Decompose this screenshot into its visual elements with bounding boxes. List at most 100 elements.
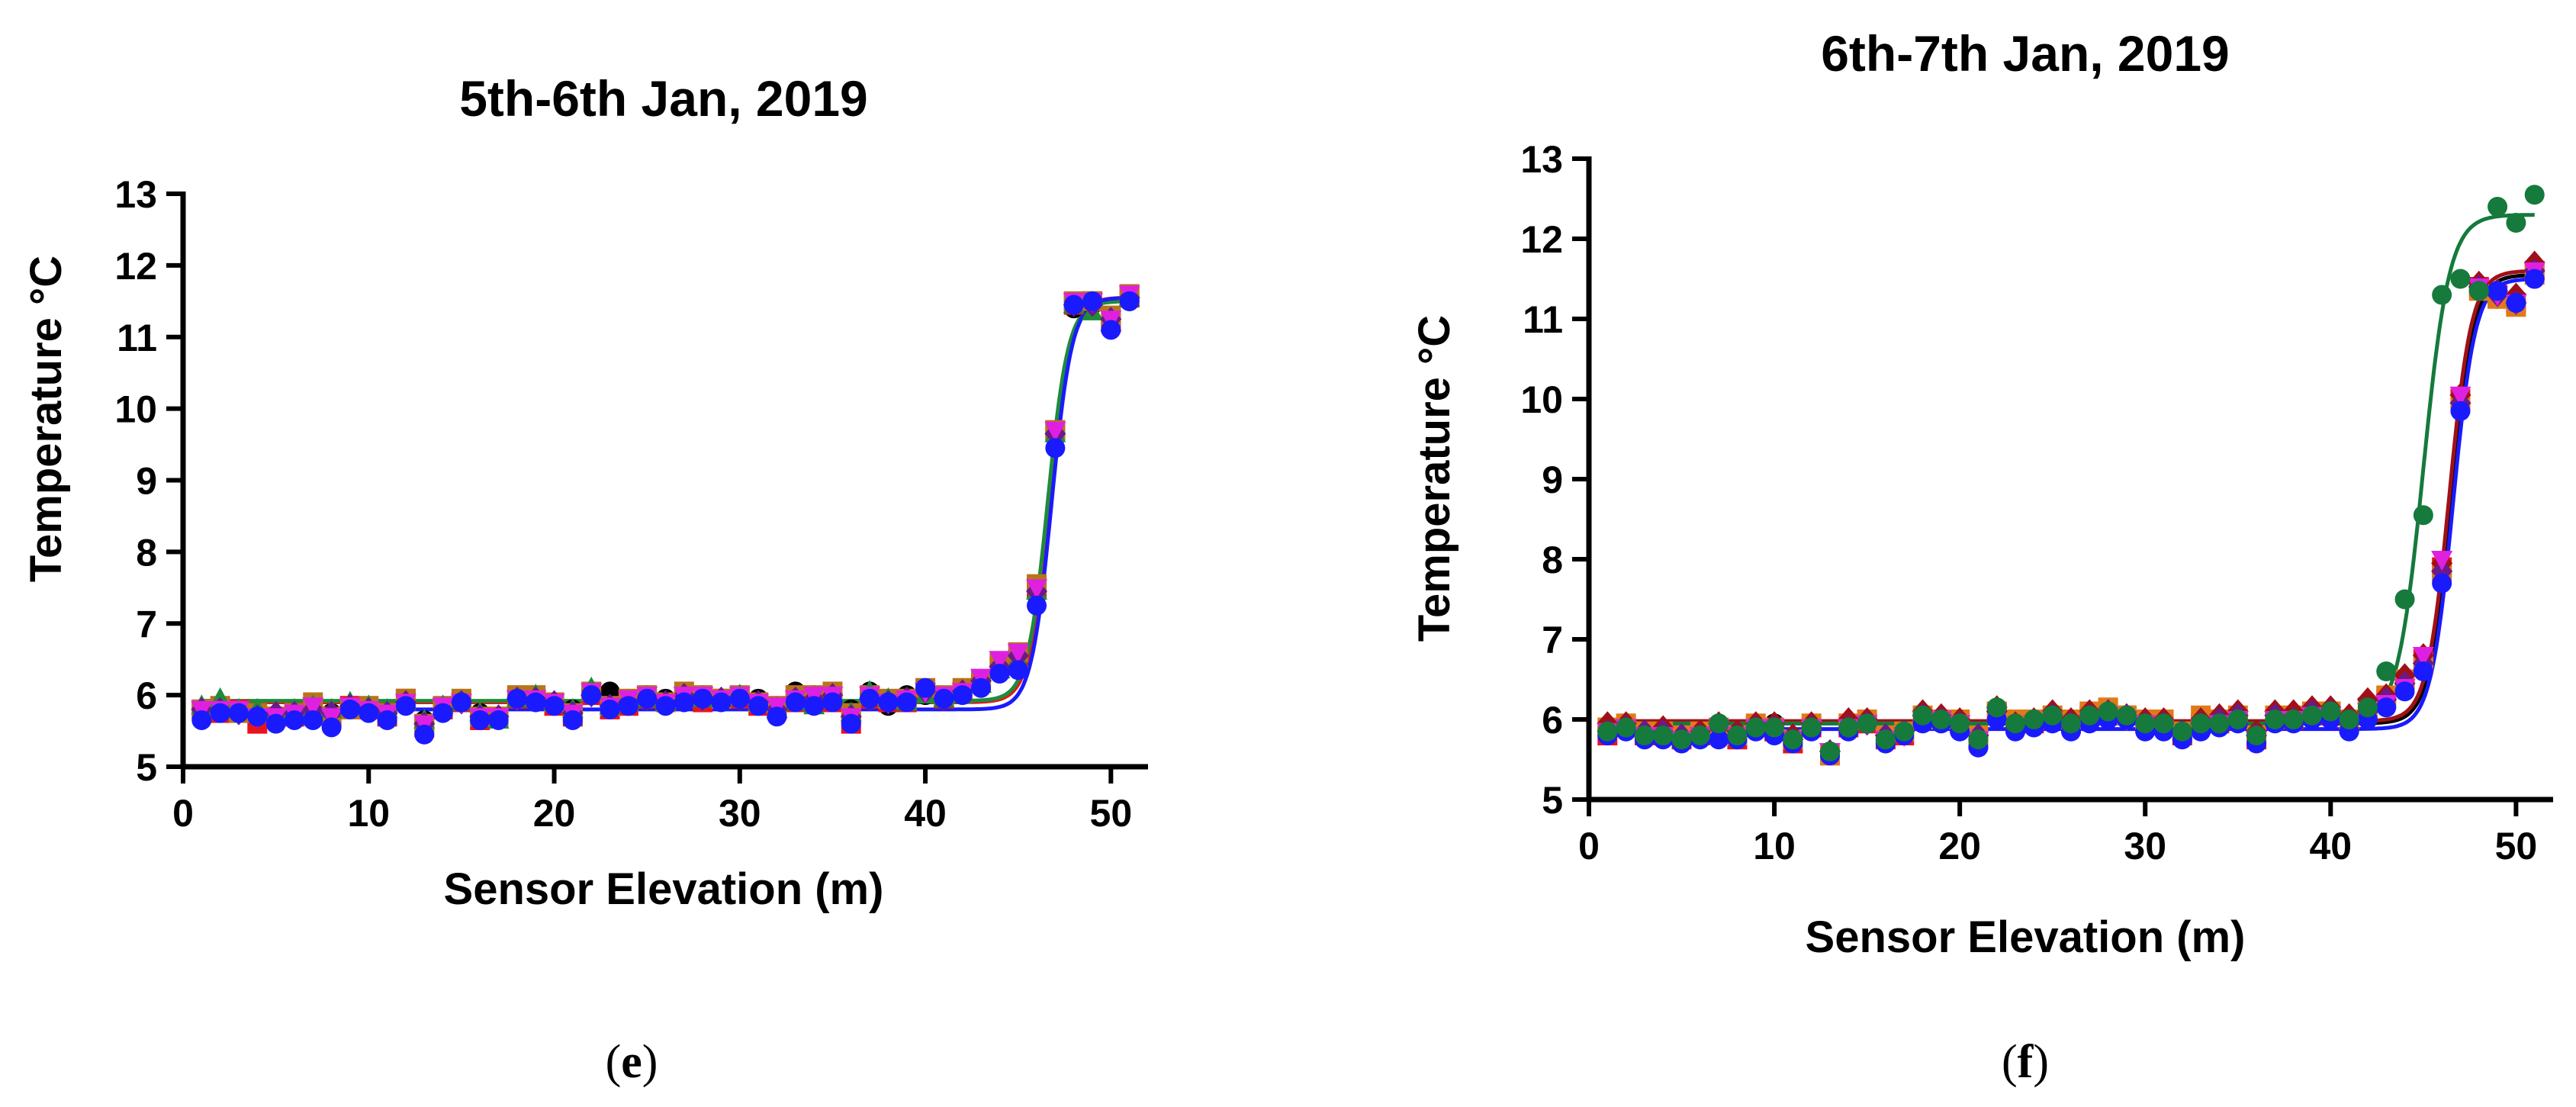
- x-tick-label: 10: [347, 792, 390, 835]
- data-point-blue: [2432, 573, 2452, 594]
- y-tick-label: 7: [1542, 619, 1563, 661]
- data-point-blue: [451, 692, 471, 713]
- data-point-blue: [841, 713, 861, 734]
- y-tick-label: 13: [1520, 138, 1563, 181]
- data-point-blue: [2376, 697, 2397, 718]
- data-point-blue: [1082, 291, 1103, 311]
- data-point-green: [2061, 713, 2081, 734]
- chart-panel-f: 6th-7th Jan, 2019 Temperature °C Sensor …: [1410, 25, 2553, 1088]
- data-point-green: [2450, 269, 2471, 289]
- x-axis-label-f: Sensor Elevation (m): [1806, 912, 2246, 962]
- data-point-blue: [1101, 320, 1121, 340]
- data-point-green: [1875, 729, 1896, 750]
- data-point-green: [2153, 713, 2174, 734]
- data-point-green: [1745, 717, 1766, 738]
- y-tick-label: 5: [1542, 779, 1563, 822]
- tick-layer-f: 5 6 7 8 9 10 11 12 13 0 10 20 30 40 50: [1520, 138, 2537, 867]
- data-point-blue: [1045, 438, 1066, 459]
- data-point-blue: [655, 696, 676, 716]
- data-point-blue: [210, 703, 230, 723]
- fit-curve: [1607, 213, 2535, 726]
- y-tick-label: 11: [1523, 298, 1563, 341]
- data-point-green: [2302, 705, 2322, 726]
- data-point-blue: [303, 710, 323, 730]
- data-point-green: [1764, 717, 1785, 738]
- data-point-blue: [507, 688, 527, 709]
- fit-curve: [1607, 273, 2535, 726]
- data-point-green: [2024, 710, 2044, 729]
- x-tick-label: 50: [2495, 825, 2538, 867]
- data-point-green: [1727, 726, 1748, 745]
- data-point-green: [1986, 697, 2007, 718]
- data-point-green: [2246, 726, 2267, 745]
- data-point-green: [1783, 729, 1803, 750]
- fit-curve: [201, 299, 1130, 703]
- data-point-green: [1653, 726, 1674, 745]
- x-tick-label: 20: [1938, 825, 1981, 867]
- data-point-blue: [1063, 294, 1084, 315]
- data-point-blue: [915, 677, 936, 698]
- data-point-green: [1968, 729, 1989, 750]
- data-point-blue: [339, 699, 360, 719]
- panel-label-f: (f): [2002, 1036, 2049, 1088]
- chart-title-f: 6th-7th Jan, 2019: [1821, 25, 2230, 82]
- y-tick-label: 10: [114, 388, 157, 431]
- x-tick-label: 0: [1578, 825, 1600, 867]
- data-point-blue: [284, 710, 304, 730]
- data-point-blue: [433, 703, 453, 723]
- data-point-blue: [2506, 293, 2526, 313]
- data-point-green: [2506, 213, 2526, 233]
- data-point-blue: [247, 706, 268, 727]
- data-point-green: [1931, 710, 1951, 729]
- data-point-blue: [321, 717, 342, 738]
- data-point-magenta: [302, 697, 324, 718]
- tick-layer-e: 5 6 7 8 9 10 11 12 13 0 10 20 30 40 50: [114, 173, 1132, 835]
- data-point-blue: [470, 710, 490, 730]
- y-tick-label: 5: [136, 746, 157, 789]
- data-point-green: [1857, 713, 1877, 734]
- data-point-green: [2432, 285, 2452, 305]
- data-point-blue: [562, 710, 583, 730]
- data-point-blue: [265, 713, 286, 734]
- y-tick-label: 10: [1520, 378, 1563, 421]
- y-tick-label: 7: [136, 603, 157, 645]
- data-point-blue: [395, 696, 416, 716]
- y-tick-label: 8: [136, 531, 157, 574]
- data-point-magenta: [989, 651, 1011, 671]
- y-tick-label: 6: [1542, 699, 1563, 742]
- fit-curve-layer-f: [1607, 213, 2535, 732]
- data-point-green: [1801, 717, 1822, 738]
- data-point-green: [1616, 717, 1636, 738]
- x-axis-label-e: Sensor Elevation (m): [444, 864, 884, 914]
- data-point-layer-f: [1597, 185, 2545, 766]
- y-tick-label: 6: [136, 674, 157, 717]
- data-point-green: [2209, 713, 2230, 734]
- fit-curve: [1607, 269, 2535, 723]
- y-tick-label: 12: [114, 245, 157, 288]
- data-point-green: [1671, 729, 1692, 750]
- data-point-blue: [804, 696, 825, 716]
- data-point-blue: [581, 685, 602, 706]
- data-point-blue: [1119, 291, 1140, 311]
- data-point-green: [2468, 281, 2489, 301]
- data-point-blue: [377, 710, 397, 730]
- data-point-blue: [488, 710, 509, 730]
- y-tick-label: 11: [117, 317, 157, 359]
- y-tick-label: 12: [1520, 218, 1563, 261]
- data-point-blue: [711, 692, 732, 713]
- data-point-blue: [1709, 729, 1729, 750]
- fit-curve: [1607, 277, 2535, 732]
- data-point-green: [2283, 710, 2304, 729]
- y-axis-label-e: Temperature °C: [21, 256, 71, 582]
- data-point-blue: [934, 688, 954, 709]
- data-point-green: [2042, 705, 2063, 726]
- data-point-blue: [2394, 681, 2415, 702]
- fit-curve: [201, 295, 1130, 704]
- data-point-green: [2357, 697, 2378, 718]
- data-point-blue: [228, 703, 249, 723]
- data-point-blue: [2524, 269, 2545, 289]
- data-point-green: [2320, 701, 2341, 722]
- y-axis-label-f: Temperature °C: [1410, 315, 1459, 642]
- data-point-blue: [2450, 401, 2471, 421]
